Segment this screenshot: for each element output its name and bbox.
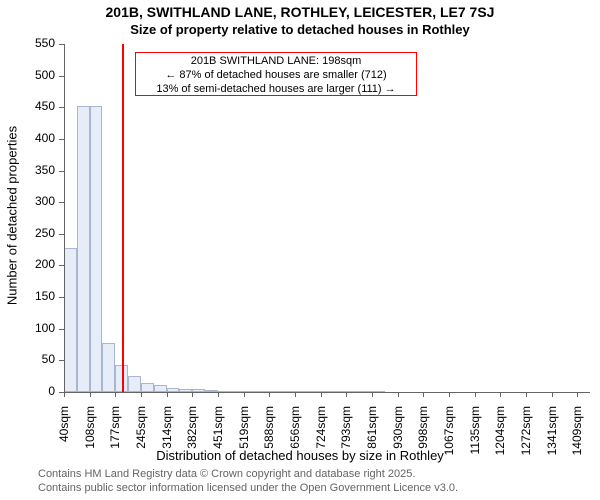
histogram-bar [141, 383, 154, 392]
chart-title-line2: Size of property relative to detached ho… [0, 22, 600, 37]
x-tick-mark [295, 392, 296, 397]
y-tick-mark [59, 76, 64, 77]
x-tick-label: 1135sqm [468, 406, 482, 476]
x-tick-label: 1341sqm [545, 406, 559, 476]
x-tick-mark [449, 392, 450, 397]
footer-line1: Contains HM Land Registry data © Crown c… [38, 468, 415, 480]
annotation-line: 13% of semi-detached houses are larger (… [140, 83, 412, 97]
x-tick-mark [372, 392, 373, 397]
y-tick-label: 550 [0, 36, 55, 50]
x-tick-mark [526, 392, 527, 397]
x-tick-mark [244, 392, 245, 397]
y-tick-mark [59, 234, 64, 235]
y-tick-mark [59, 107, 64, 108]
y-tick-mark [59, 265, 64, 266]
y-axis-label: Number of detached properties [5, 86, 20, 346]
y-tick-mark [59, 329, 64, 330]
histogram-bar [90, 106, 103, 392]
x-tick-label: 40sqm [57, 406, 71, 476]
histogram-bar [128, 376, 141, 392]
x-tick-label: 1067sqm [442, 406, 456, 476]
y-tick-mark [59, 44, 64, 45]
x-axis-line [64, 392, 590, 393]
x-tick-mark [500, 392, 501, 397]
reference-line [122, 44, 124, 392]
x-tick-mark [64, 392, 65, 397]
x-tick-label: 1409sqm [570, 406, 584, 476]
x-tick-label: 588sqm [262, 406, 276, 476]
x-tick-mark [90, 392, 91, 397]
y-tick-label: 500 [0, 68, 55, 82]
x-tick-label: 108sqm [83, 406, 97, 476]
y-tick-mark [59, 202, 64, 203]
chart-title-line1: 201B, SWITHLAND LANE, ROTHLEY, LEICESTER… [0, 4, 600, 20]
x-tick-label: 656sqm [288, 406, 302, 476]
x-tick-mark [218, 392, 219, 397]
x-tick-label: 382sqm [185, 406, 199, 476]
histogram-bar [102, 343, 115, 392]
annotation-line: ← 87% of detached houses are smaller (71… [140, 69, 412, 83]
annotation-box: 201B SWITHLAND LANE: 198sqm← 87% of deta… [135, 52, 417, 96]
histogram-bar [64, 248, 77, 392]
y-tick-mark [59, 171, 64, 172]
x-tick-mark [423, 392, 424, 397]
histogram-bar [77, 106, 90, 392]
x-tick-mark [398, 392, 399, 397]
x-tick-mark [192, 392, 193, 397]
x-tick-label: 314sqm [160, 406, 174, 476]
x-tick-label: 519sqm [237, 406, 251, 476]
x-axis-label: Distribution of detached houses by size … [0, 448, 600, 463]
x-tick-mark [269, 392, 270, 397]
x-tick-label: 861sqm [365, 406, 379, 476]
y-tick-label: 50 [0, 352, 55, 366]
x-tick-label: 724sqm [314, 406, 328, 476]
y-tick-mark [59, 139, 64, 140]
x-tick-label: 177sqm [108, 406, 122, 476]
y-axis-line [64, 44, 65, 392]
x-tick-label: 1204sqm [493, 406, 507, 476]
y-tick-mark [59, 360, 64, 361]
x-tick-mark [321, 392, 322, 397]
x-tick-label: 930sqm [391, 406, 405, 476]
y-tick-label: 0 [0, 384, 55, 398]
x-tick-mark [475, 392, 476, 397]
x-tick-mark [346, 392, 347, 397]
x-tick-label: 1272sqm [519, 406, 533, 476]
x-tick-label: 245sqm [134, 406, 148, 476]
x-tick-mark [115, 392, 116, 397]
annotation-line: 201B SWITHLAND LANE: 198sqm [140, 55, 412, 69]
histogram-bar [154, 385, 167, 392]
y-tick-mark [59, 297, 64, 298]
x-tick-mark [141, 392, 142, 397]
x-tick-mark [552, 392, 553, 397]
x-tick-label: 451sqm [211, 406, 225, 476]
footer-line2: Contains public sector information licen… [38, 482, 458, 494]
x-tick-mark [167, 392, 168, 397]
x-tick-mark [577, 392, 578, 397]
x-tick-label: 998sqm [416, 406, 430, 476]
x-tick-label: 793sqm [339, 406, 353, 476]
